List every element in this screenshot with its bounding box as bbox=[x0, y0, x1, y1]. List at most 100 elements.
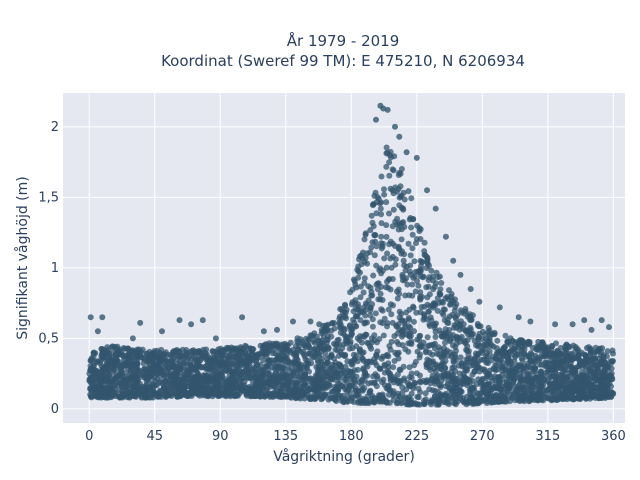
scatter-point bbox=[179, 346, 186, 353]
scatter-point bbox=[415, 268, 422, 275]
scatter-point bbox=[140, 354, 147, 361]
scatter-point bbox=[529, 382, 536, 389]
scatter-point bbox=[127, 368, 134, 375]
scatter-point bbox=[290, 389, 296, 395]
scatter-point bbox=[377, 290, 384, 297]
scatter-point bbox=[453, 324, 460, 331]
scatter-point bbox=[414, 222, 421, 229]
scatter-point bbox=[570, 371, 577, 378]
scatter-point bbox=[396, 366, 403, 373]
scatter-point bbox=[386, 159, 393, 166]
scatter-point bbox=[385, 382, 392, 389]
scatter-point bbox=[475, 333, 482, 340]
scatter-point bbox=[484, 341, 490, 348]
scatter-point bbox=[311, 393, 318, 400]
scatter-point bbox=[389, 240, 396, 247]
scatter-point bbox=[156, 379, 163, 386]
scatter-point bbox=[435, 274, 441, 281]
scatter-point bbox=[419, 259, 426, 265]
scatter-point bbox=[212, 335, 219, 342]
scatter-point bbox=[408, 195, 415, 202]
scatter-point bbox=[383, 233, 390, 240]
scatter-point bbox=[480, 356, 487, 363]
scatter-point bbox=[353, 373, 360, 380]
scatter-point bbox=[305, 336, 312, 343]
scatter-point bbox=[564, 376, 571, 383]
scatter-point bbox=[463, 346, 470, 353]
scatter-point bbox=[437, 384, 444, 390]
scatter-point bbox=[416, 354, 423, 361]
scatter-point bbox=[395, 321, 402, 328]
scatter-point bbox=[411, 379, 418, 386]
scatter-point bbox=[207, 364, 214, 371]
scatter-point bbox=[88, 393, 95, 400]
scatter-point bbox=[162, 349, 169, 356]
scatter-point bbox=[504, 389, 511, 395]
scatter-point bbox=[442, 339, 448, 346]
scatter-point bbox=[575, 374, 581, 381]
scatter-point bbox=[283, 379, 290, 386]
scatter-point bbox=[532, 357, 539, 364]
scatter-point bbox=[86, 370, 93, 377]
scatter-point bbox=[430, 341, 437, 348]
scatter-point bbox=[407, 330, 414, 337]
scatter-point bbox=[255, 379, 262, 386]
scatter-point bbox=[202, 353, 209, 360]
scatter-point bbox=[239, 314, 246, 321]
scatter-point bbox=[344, 388, 351, 395]
scatter-point bbox=[289, 379, 296, 386]
scatter-point bbox=[188, 348, 195, 354]
scatter-point bbox=[563, 387, 570, 394]
scatter-point bbox=[502, 343, 509, 350]
scatter-point bbox=[361, 333, 368, 340]
scatter-point bbox=[410, 216, 417, 222]
scatter-point bbox=[547, 389, 554, 396]
scatter-point bbox=[109, 369, 116, 376]
scatter-point bbox=[552, 321, 559, 328]
scatter-point bbox=[395, 393, 402, 400]
scatter-point bbox=[360, 289, 367, 296]
scatter-point bbox=[502, 367, 509, 374]
scatter-point bbox=[108, 359, 115, 366]
scatter-point bbox=[365, 380, 372, 387]
scatter-point bbox=[411, 362, 418, 369]
scatter-point bbox=[148, 351, 155, 358]
scatter-point bbox=[429, 302, 436, 309]
scatter-point bbox=[345, 393, 352, 400]
scatter-point bbox=[396, 290, 403, 297]
scatter-point bbox=[87, 357, 94, 364]
scatter-point bbox=[392, 256, 399, 263]
scatter-point bbox=[388, 154, 394, 161]
scatter-point bbox=[356, 347, 363, 354]
scatter-point bbox=[371, 332, 378, 339]
scatter-point bbox=[349, 361, 355, 368]
scatter-point bbox=[175, 393, 182, 400]
scatter-point bbox=[424, 257, 431, 263]
scatter-point bbox=[549, 343, 556, 350]
scatter-point bbox=[274, 360, 281, 366]
scatter-point bbox=[226, 352, 233, 359]
scatter-point bbox=[584, 371, 590, 378]
scatter-point bbox=[372, 359, 378, 366]
scatter-point bbox=[370, 373, 377, 380]
scatter-point bbox=[337, 363, 344, 370]
scatter-point bbox=[464, 313, 471, 320]
scatter-point bbox=[198, 364, 205, 371]
scatter-point bbox=[582, 352, 589, 359]
scatter-point bbox=[318, 366, 325, 373]
scatter-point bbox=[344, 398, 351, 405]
scatter-point bbox=[576, 379, 583, 386]
scatter-point bbox=[186, 383, 193, 390]
scatter-point bbox=[473, 353, 479, 360]
scatter-point bbox=[501, 394, 508, 401]
scatter-point bbox=[422, 390, 429, 397]
x-tick-label: 315 bbox=[535, 429, 560, 444]
scatter-point bbox=[380, 376, 387, 383]
scatter-point bbox=[445, 399, 452, 406]
scatter-point bbox=[434, 307, 441, 314]
scatter-point bbox=[406, 316, 413, 323]
scatter-point bbox=[402, 292, 409, 299]
scatter-point bbox=[411, 258, 418, 265]
scatter-point bbox=[462, 340, 469, 347]
scatter-point bbox=[143, 378, 150, 384]
